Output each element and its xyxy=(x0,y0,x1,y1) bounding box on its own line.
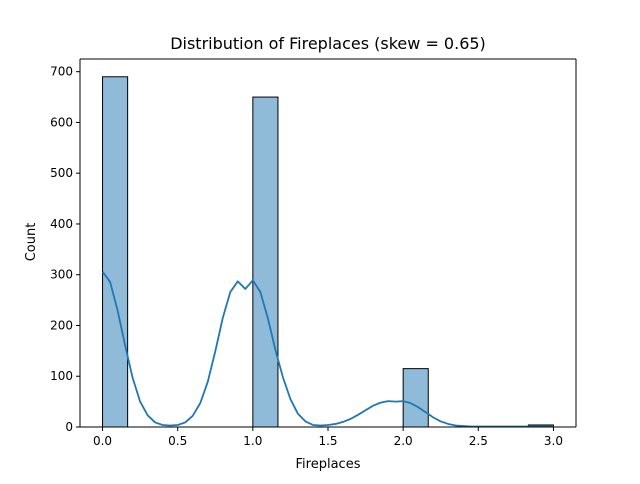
x-tick-label: 2.0 xyxy=(394,434,413,448)
histogram-bar xyxy=(402,368,429,428)
axes-frame xyxy=(79,58,577,428)
kde-curve xyxy=(101,271,554,428)
x-tick-label: 3.0 xyxy=(544,434,563,448)
x-tick-label: 1.0 xyxy=(243,434,262,448)
y-tick-label: 0 xyxy=(65,420,73,434)
kde-layer xyxy=(101,271,554,428)
y-tick-label: 700 xyxy=(50,65,73,79)
y-axis-ticks: 0 100 200 300 400 500 600 700 xyxy=(50,65,80,434)
x-axis-ticks: 0.0 0.5 1.0 1.5 2.0 2.5 3.0 xyxy=(93,427,563,448)
x-axis-label: Fireplaces xyxy=(296,457,361,472)
chart-title: Distribution of Fireplaces (skew = 0.65) xyxy=(170,34,486,53)
histogram-bar xyxy=(252,96,279,428)
x-tick-label: 2.5 xyxy=(469,434,488,448)
y-tick-label: 100 xyxy=(50,369,73,383)
y-axis-label: Count xyxy=(24,223,39,262)
y-tick-label: 500 xyxy=(50,166,73,180)
y-tick-label: 200 xyxy=(50,318,73,332)
y-tick-label: 300 xyxy=(50,268,73,282)
x-tick-label: 0.0 xyxy=(93,434,112,448)
y-tick-label: 600 xyxy=(50,115,73,129)
x-tick-label: 1.5 xyxy=(318,434,337,448)
bars-layer xyxy=(102,76,554,428)
x-tick-label: 0.5 xyxy=(168,434,187,448)
histogram-bar xyxy=(102,76,129,428)
y-tick-label: 400 xyxy=(50,217,73,231)
